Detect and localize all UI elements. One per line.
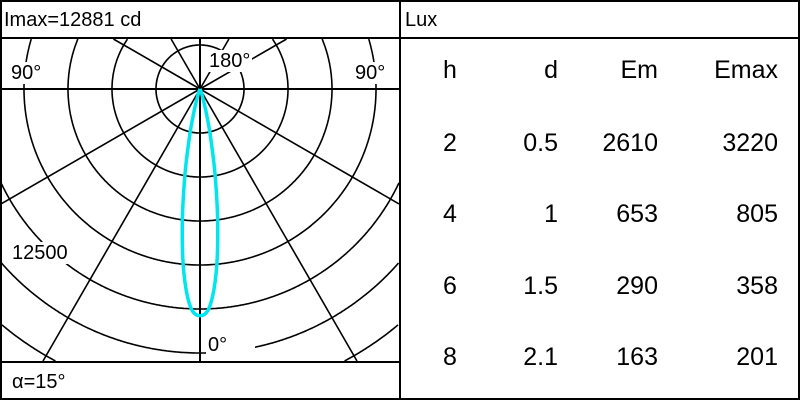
grid-ring-10000 <box>23 38 377 266</box>
angle-label-0: 0° <box>206 334 256 356</box>
grid-spoke-30 <box>199 88 358 362</box>
column-header-h: h <box>443 56 457 84</box>
table-row-2-emax: 805 <box>736 200 778 228</box>
grid-spoke-330 <box>42 88 201 362</box>
table-row-3-em: 290 <box>616 272 658 300</box>
grid-spoke-240 <box>112 38 201 90</box>
table-row-3-emax: 358 <box>736 272 778 300</box>
angle-label-90-right: 90° <box>353 62 388 84</box>
table-row-2-em: 653 <box>616 200 658 228</box>
table-row-3-h: 6 <box>443 272 457 300</box>
grid-spoke-300 <box>0 88 201 205</box>
table-row-1-emax: 3220 <box>722 129 778 157</box>
angle-label-180: 180° <box>207 50 253 72</box>
table-row-1-h: 2 <box>443 129 457 157</box>
polar-grid <box>0 38 400 362</box>
table-row-4-em: 163 <box>616 343 658 371</box>
table-row-4-h: 8 <box>443 343 457 371</box>
scale-label: 12500 <box>10 242 72 264</box>
table-row-2-h: 4 <box>443 200 457 228</box>
column-header-emax: Emax <box>714 56 778 84</box>
intensity-curve <box>180 88 220 318</box>
grid-spoke-60 <box>199 88 400 205</box>
table-row-2-d: 1 <box>544 200 558 228</box>
column-header-d: d <box>544 56 558 84</box>
column-header-em: Em <box>620 56 659 84</box>
imax-label: Imax=12881 cd <box>4 9 142 31</box>
table-row-1-em: 2610 <box>602 129 658 157</box>
table-row-1-d: 0.5 <box>523 129 558 157</box>
grid-spoke-210 <box>170 38 201 90</box>
table-row-4-d: 2.1 <box>523 343 558 371</box>
grid-ring-7500 <box>67 38 333 222</box>
grid-ring-12500 <box>0 182 400 310</box>
table-row-4-emax: 201 <box>736 343 778 371</box>
lux-label: Lux <box>405 9 438 31</box>
grid-ring-5000 <box>111 38 289 178</box>
angle-label-90-left: 90° <box>9 62 44 84</box>
table-row-3-d: 1.5 <box>523 272 558 300</box>
beam-angle-label: α=15° <box>12 371 66 393</box>
